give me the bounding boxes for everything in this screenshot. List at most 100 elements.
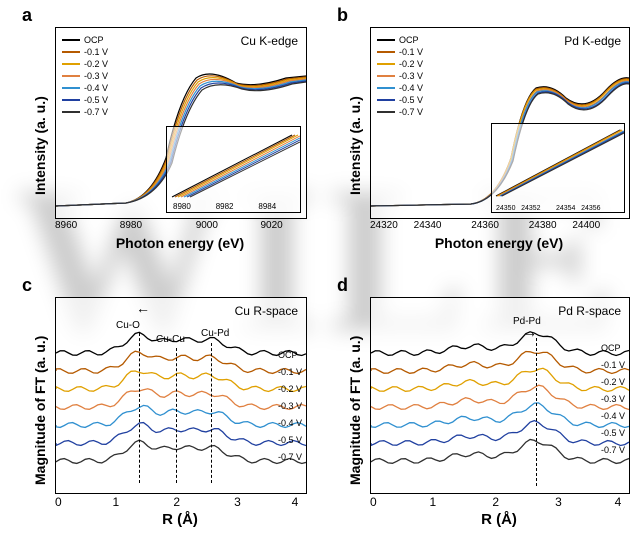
panel-a-xticks: 8960 8980 9000 9020 <box>55 220 305 231</box>
stack-label: -0.7 V <box>278 452 302 469</box>
panel-a-inset-xticks: 8980 8982 8984 <box>167 202 300 211</box>
panel-d: d Magnitude of FT (a. u.) Pd R-space Pd-… <box>325 275 640 545</box>
legend-label: -0.3 V <box>84 70 108 82</box>
stack-label: -0.1 V <box>278 367 302 384</box>
legend-label: OCP <box>84 34 104 46</box>
panel-c-xlabel: R (Å) <box>55 511 305 528</box>
stack-label: OCP <box>278 350 302 367</box>
legend-item: -0.4 V <box>377 82 423 94</box>
panel-d-plot: Pd R-space Pd-Pd → OCP-0.1 V-0.2 V-0.3 V… <box>370 297 630 494</box>
panel-b-plot: Pd K-edge OCP-0.1 V-0.2 V-0.3 V-0.4 V-0.… <box>370 27 630 219</box>
legend-label: -0.1 V <box>399 46 423 58</box>
stack-label: OCP <box>601 343 625 360</box>
legend-swatch <box>377 75 395 77</box>
panel-b-xlabel: Photon energy (eV) <box>370 235 628 251</box>
legend-item: OCP <box>62 34 108 46</box>
legend-label: -0.7 V <box>84 106 108 118</box>
legend-item: -0.5 V <box>62 94 108 106</box>
panel-a-xlabel: Photon energy (eV) <box>55 235 305 251</box>
legend-swatch <box>62 63 80 65</box>
panel-a-plot: Cu K-edge OCP-0.1 V-0.2 V-0.3 V-0.4 V-0.… <box>55 27 307 219</box>
panel-c-title: Cu R-space <box>235 304 298 318</box>
legend-item: -0.4 V <box>62 82 108 94</box>
legend-swatch <box>377 87 395 89</box>
legend-swatch <box>377 51 395 53</box>
panel-b-label: b <box>337 5 348 26</box>
legend-swatch <box>62 75 80 77</box>
panel-c: c Magnitude of FT (a. u.) Cu R-space ← C… <box>10 275 320 545</box>
panel-d-label: d <box>337 275 348 296</box>
legend-label: -0.5 V <box>399 94 423 106</box>
panel-a-ylabel: Intensity (a. u.) <box>32 96 48 195</box>
panel-c-arrow: ← <box>136 304 148 312</box>
legend-item: -0.7 V <box>62 106 108 118</box>
legend-label: -0.3 V <box>399 70 423 82</box>
legend-label: -0.2 V <box>399 58 423 70</box>
stack-label: -0.2 V <box>278 384 302 401</box>
panel-b-inset-curves <box>492 124 624 202</box>
panel-c-dash-1 <box>139 333 140 483</box>
stack-label: -0.3 V <box>278 401 302 418</box>
stack-label: -0.2 V <box>601 377 625 394</box>
stack-label: -0.3 V <box>601 394 625 411</box>
panel-c-dash-3 <box>211 343 212 483</box>
legend-swatch <box>377 99 395 101</box>
panel-a-legend: OCP-0.1 V-0.2 V-0.3 V-0.4 V-0.5 V-0.7 V <box>62 34 108 118</box>
panel-c-peak-cupd: Cu-Pd <box>201 328 229 339</box>
legend-swatch <box>62 87 80 89</box>
panel-b-inset: 24350 24352 24354 24356 <box>491 123 625 213</box>
legend-label: -0.4 V <box>84 82 108 94</box>
legend-label: -0.2 V <box>84 58 108 70</box>
legend-item: -0.1 V <box>62 46 108 58</box>
panel-c-stack-labels: OCP-0.1 V-0.2 V-0.3 V-0.4 V-0.5 V-0.7 V <box>278 350 302 469</box>
legend-swatch <box>62 99 80 101</box>
stack-label: -0.4 V <box>278 418 302 435</box>
panel-a-title: Cu K-edge <box>241 34 298 48</box>
legend-swatch <box>377 111 395 113</box>
legend-item: -0.7 V <box>377 106 423 118</box>
legend-item: -0.3 V <box>377 70 423 82</box>
panel-d-stack-labels: OCP-0.1 V-0.2 V-0.3 V-0.4 V-0.5 V-0.7 V <box>601 343 625 462</box>
legend-item: -0.5 V <box>377 94 423 106</box>
stack-label: -0.5 V <box>601 428 625 445</box>
panel-a-inset: 8980 8982 8984 <box>166 126 301 213</box>
legend-swatch <box>377 63 395 65</box>
legend-swatch <box>62 51 80 53</box>
legend-item: OCP <box>377 34 423 46</box>
legend-label: OCP <box>399 34 419 46</box>
panel-c-xticks: 0 1 2 3 4 <box>55 495 305 509</box>
panel-c-peak-cucu: Cu-Cu <box>156 334 185 345</box>
panel-d-title: Pd R-space <box>558 304 621 318</box>
panel-b-ylabel: Intensity (a. u.) <box>347 96 363 195</box>
panel-d-ylabel: Magnitude of FT (a. u.) <box>347 336 363 485</box>
stack-label: -0.1 V <box>601 360 625 377</box>
panel-c-ylabel: Magnitude of FT (a. u.) <box>32 336 48 485</box>
panel-c-curves <box>56 298 306 493</box>
panel-b-title: Pd K-edge <box>564 34 621 48</box>
stack-label: -0.4 V <box>601 411 625 428</box>
legend-label: -0.1 V <box>84 46 108 58</box>
panel-b: b Intensity (a. u.) Pd K-edge OCP-0.1 V-… <box>325 5 640 265</box>
panel-b-inset-xticks: 24350 24352 24354 24356 <box>492 205 624 212</box>
panel-b-xticks: 24320 24340 24360 24380 24400 <box>370 220 628 231</box>
legend-item: -0.2 V <box>377 58 423 70</box>
panel-d-dash-1 <box>536 338 537 486</box>
legend-label: -0.4 V <box>399 82 423 94</box>
panel-d-xlabel: R (Å) <box>370 511 628 528</box>
panel-a-label: a <box>22 5 32 26</box>
panel-c-dash-2 <box>176 348 177 483</box>
legend-item: -0.1 V <box>377 46 423 58</box>
panel-c-peak-cuo: Cu-O <box>116 320 140 331</box>
stack-label: -0.7 V <box>601 445 625 462</box>
legend-item: -0.2 V <box>62 58 108 70</box>
panel-b-legend: OCP-0.1 V-0.2 V-0.3 V-0.4 V-0.5 V-0.7 V <box>377 34 423 118</box>
legend-swatch <box>62 39 80 41</box>
legend-item: -0.3 V <box>62 70 108 82</box>
legend-label: -0.5 V <box>84 94 108 106</box>
legend-label: -0.7 V <box>399 106 423 118</box>
legend-swatch <box>377 39 395 41</box>
panel-a-inset-curves <box>167 127 300 202</box>
legend-swatch <box>62 111 80 113</box>
panel-d-arrow: → <box>523 328 537 336</box>
panel-a: a Intensity (a. u.) Cu K-edge OCP-0.1 V-… <box>10 5 320 265</box>
